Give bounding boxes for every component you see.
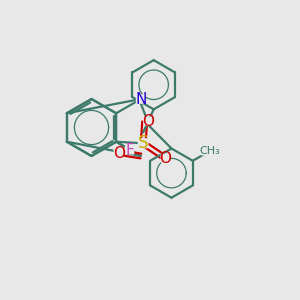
Text: S: S	[138, 134, 148, 152]
Text: O: O	[142, 113, 154, 128]
FancyBboxPatch shape	[201, 146, 218, 155]
Text: N: N	[135, 92, 147, 106]
FancyBboxPatch shape	[160, 154, 170, 163]
Text: O: O	[113, 146, 125, 160]
FancyBboxPatch shape	[138, 138, 148, 148]
FancyBboxPatch shape	[143, 116, 153, 125]
Text: CH₃: CH₃	[199, 146, 220, 156]
FancyBboxPatch shape	[125, 146, 134, 154]
FancyBboxPatch shape	[114, 148, 124, 158]
FancyBboxPatch shape	[136, 94, 146, 104]
Text: O: O	[159, 151, 171, 166]
Text: F: F	[125, 142, 134, 158]
